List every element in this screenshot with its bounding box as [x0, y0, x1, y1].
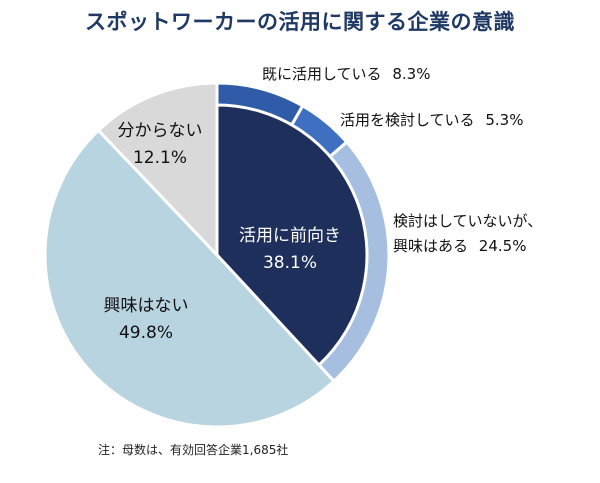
value-positive: 38.1% — [263, 253, 317, 273]
label-interested-line1: 検討はしていないが、 — [393, 212, 542, 230]
label-considering: 活用を検討している 5.3% — [340, 111, 523, 129]
slice-no-interest — [43, 128, 336, 429]
slice-positive — [215, 103, 369, 367]
slice-unknown — [96, 81, 219, 257]
footnote: 注：母数は、有効回答企業1,685社 — [98, 443, 289, 457]
pie-slices — [43, 81, 391, 429]
label-already: 既に活用している 8.3% — [262, 65, 430, 83]
label-positive: 活用に前向き — [239, 226, 341, 246]
chart-title: スポットワーカーの活用に関する企業の意識 — [85, 10, 515, 34]
value-unknown: 12.1% — [133, 148, 187, 168]
label-unknown: 分からない — [118, 121, 203, 141]
label-interested-line2: 興味はある 24.5% — [393, 237, 526, 255]
value-no-interest: 49.8% — [119, 323, 173, 343]
label-no-interest: 興味はない — [104, 296, 189, 316]
